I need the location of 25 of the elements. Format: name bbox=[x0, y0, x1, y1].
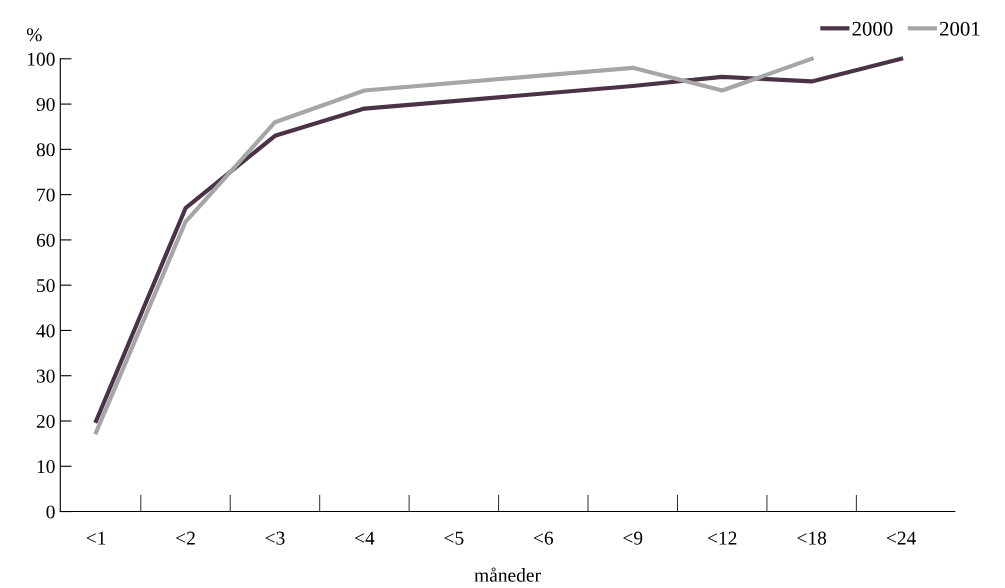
y-tick-label: 0 bbox=[46, 505, 55, 519]
x-tick-label: <1 bbox=[86, 531, 106, 545]
x-tick-label: <5 bbox=[444, 531, 464, 545]
legend-label: 2001 bbox=[939, 21, 980, 36]
x-axis-title: måneder bbox=[474, 567, 541, 582]
x-tick-label: <2 bbox=[176, 531, 195, 545]
y-axis-title: % bbox=[26, 28, 42, 42]
x-tick-label: <18 bbox=[797, 531, 827, 545]
x-tick-label: <24 bbox=[886, 531, 916, 545]
x-tick-label: <12 bbox=[707, 531, 737, 545]
y-tick-label: 30 bbox=[36, 369, 55, 383]
y-tick-label: 60 bbox=[36, 233, 55, 247]
y-tick-label: 20 bbox=[36, 414, 55, 428]
x-tick-label: <3 bbox=[265, 531, 285, 545]
y-tick-label: 90 bbox=[36, 97, 55, 112]
y-tick-label: 10 bbox=[37, 460, 55, 474]
y-tick-label: 40 bbox=[36, 324, 55, 338]
x-tick-label: <4 bbox=[355, 531, 375, 545]
y-tick-label: 50 bbox=[37, 279, 55, 293]
y-tick-label: 100 bbox=[27, 52, 55, 66]
y-tick-label: 80 bbox=[36, 143, 55, 157]
x-tick-label: <6 bbox=[533, 531, 554, 545]
legend-label: 2000 bbox=[852, 21, 893, 36]
y-tick-label: 70 bbox=[37, 188, 55, 202]
x-tick-label: <9 bbox=[623, 531, 643, 545]
